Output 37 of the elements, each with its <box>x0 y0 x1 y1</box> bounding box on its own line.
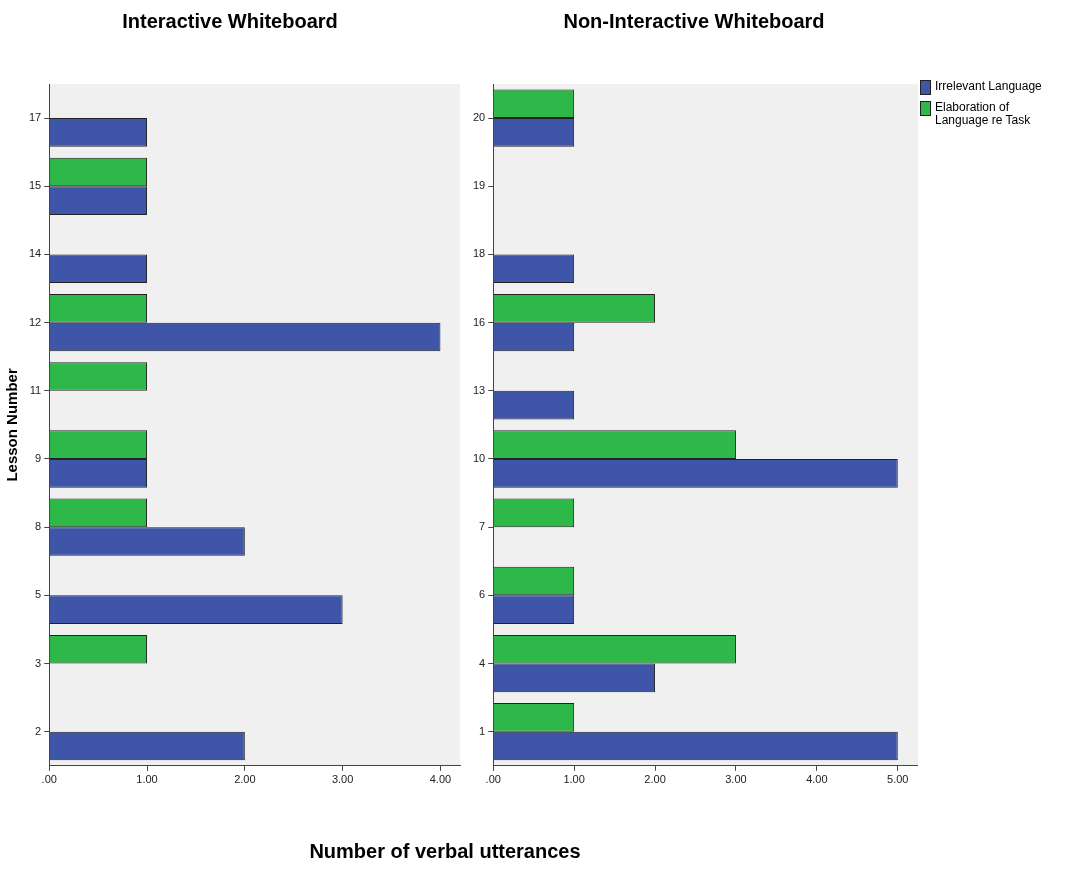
y-tick-label: 6 <box>479 588 486 601</box>
y-tick-label: 17 <box>28 111 42 124</box>
x-tick-label: .00 <box>485 773 501 786</box>
x-axis-title: Number of verbal utterances <box>308 840 582 863</box>
y-tick-label: 9 <box>35 452 42 465</box>
y-tick-label: 4 <box>479 656 486 669</box>
x-tick-label: 3.00 <box>331 773 354 786</box>
y-tick-label: 3 <box>35 656 42 669</box>
y-tick-label: 11 <box>29 383 42 396</box>
y-tick-label: 20 <box>472 111 486 124</box>
x-tick-label: 1.00 <box>136 773 158 786</box>
y-tick-label: 16 <box>472 315 486 328</box>
y-tick-label: 13 <box>472 383 486 396</box>
x-tick-label: .00 <box>41 773 57 786</box>
x-tick-label: 5.00 <box>887 773 909 786</box>
legend-label: Elaboration of Language re Task <box>935 100 1032 127</box>
y-tick-label: 1 <box>479 724 486 737</box>
y-tick-label: 5 <box>35 588 42 601</box>
chart-title: Non-Interactive Whiteboard <box>563 9 825 32</box>
x-tick-label: 1.00 <box>563 773 585 786</box>
y-tick-label: 15 <box>28 179 42 192</box>
legend-label: Irrelevant Language <box>935 79 1042 93</box>
y-tick-label: 14 <box>28 247 42 260</box>
y-tick-label: 19 <box>472 179 486 192</box>
x-tick-label: 3.00 <box>725 773 747 786</box>
x-tick-label: 4.00 <box>429 773 452 786</box>
x-tick-label: 4.00 <box>806 773 828 786</box>
y-tick-label: 7 <box>479 520 486 533</box>
x-tick-label: 2.00 <box>644 773 666 786</box>
y-tick-label: 2 <box>35 724 42 737</box>
y-axis-title: Lesson Number <box>3 368 21 482</box>
y-tick-label: 18 <box>472 247 486 260</box>
chart-title: Interactive Whiteboard <box>122 9 338 32</box>
y-tick-label: 10 <box>472 452 486 465</box>
y-tick-label: 12 <box>28 315 42 328</box>
x-tick-label: 2.00 <box>234 773 256 786</box>
y-tick-label: 8 <box>35 520 42 533</box>
